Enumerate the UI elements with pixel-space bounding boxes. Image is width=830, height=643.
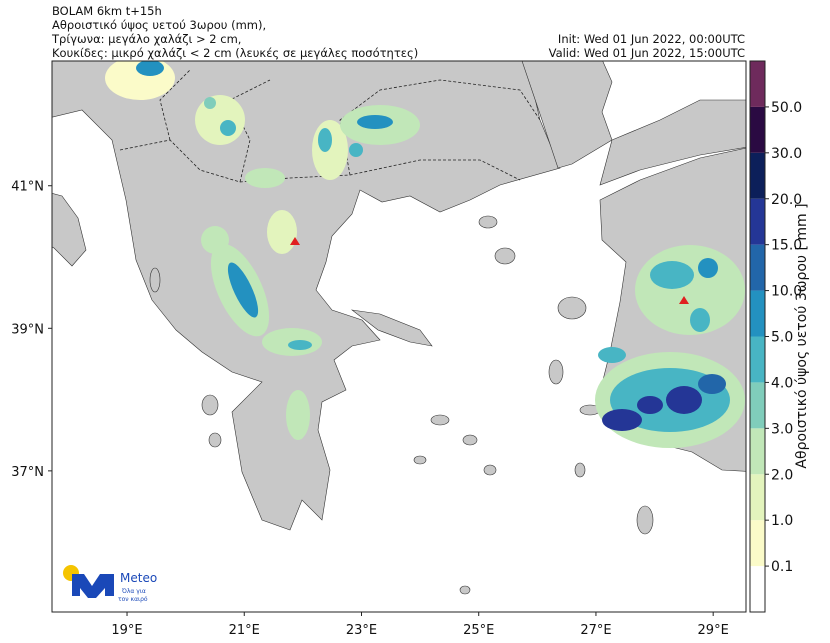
colorbar-segment bbox=[750, 152, 765, 199]
colorbar-segment bbox=[750, 520, 765, 567]
island bbox=[459, 585, 471, 595]
x-tick-label: 25°E bbox=[463, 623, 494, 638]
island bbox=[413, 455, 427, 465]
colorbar-tick-label: 10.0 bbox=[771, 284, 802, 300]
colorbar-tick-label: 2.0 bbox=[771, 467, 793, 483]
x-tick-label: 21°E bbox=[229, 623, 260, 638]
colorbar-tick-label: 1.0 bbox=[771, 513, 793, 529]
island bbox=[478, 215, 498, 229]
colorbar-segment bbox=[750, 428, 765, 475]
logo-mark bbox=[72, 574, 114, 598]
island bbox=[208, 432, 222, 448]
logo: Meteo Όλα για τον καιρό bbox=[63, 565, 157, 603]
island bbox=[201, 394, 219, 416]
island bbox=[430, 414, 450, 426]
y-tick-label: 37°N bbox=[11, 465, 44, 480]
colorbar-tick-label: 4.0 bbox=[771, 375, 793, 391]
header-line: Αθροιστικό ύψος υετού 3ωρου (mm), bbox=[52, 18, 266, 32]
x-tick-label: 23°E bbox=[346, 623, 377, 638]
hail-triangle bbox=[290, 237, 300, 245]
colorbar-tick-label: 0.1 bbox=[771, 559, 793, 575]
logo-name: Meteo bbox=[120, 571, 157, 585]
border bbox=[119, 69, 541, 183]
colorbar-tick-label: 15.0 bbox=[771, 238, 802, 254]
x-tick-label: 27°E bbox=[580, 623, 611, 638]
euboea bbox=[350, 309, 433, 347]
colorbar-segment bbox=[750, 566, 765, 612]
island bbox=[574, 462, 586, 478]
hail-triangle bbox=[679, 296, 689, 304]
colorbar-segment bbox=[750, 336, 765, 383]
header-line: Τρίγωνα: μεγάλο χαλάζι > 2 cm, bbox=[51, 32, 241, 46]
italy bbox=[52, 192, 87, 267]
colorbar-segment bbox=[750, 198, 765, 245]
colorbar-label: Αθροιστικό ύψος υετού 3ωρου [ mm ] bbox=[794, 203, 810, 468]
logo-tagline: Όλα για bbox=[121, 588, 146, 595]
colorbar-segment bbox=[750, 106, 765, 153]
colorbar-segment bbox=[750, 382, 765, 429]
balkans-greece bbox=[52, 61, 561, 531]
logo-tagline: τον καιρό bbox=[118, 596, 148, 603]
colorbar-segment bbox=[750, 290, 765, 337]
island bbox=[494, 247, 516, 265]
colorbar-tick-label: 30.0 bbox=[771, 146, 802, 162]
map-frame bbox=[51, 60, 747, 613]
valid-time: Valid: Wed 01 Jun 2022, 15:00UTC bbox=[549, 46, 745, 60]
x-tick-label: 19°E bbox=[111, 623, 142, 638]
init-time: Init: Wed 01 Jun 2022, 00:00UTC bbox=[558, 32, 745, 46]
island bbox=[462, 434, 478, 446]
island bbox=[483, 464, 497, 476]
island bbox=[548, 359, 564, 385]
colorbar-segment bbox=[750, 474, 765, 521]
island bbox=[149, 267, 161, 293]
colorbar-tick-label: 3.0 bbox=[771, 421, 793, 437]
x-tick-label: 29°E bbox=[698, 623, 729, 638]
colorbar-tick-label: 5.0 bbox=[771, 330, 793, 346]
anatolia-north bbox=[599, 99, 746, 186]
colorbar-segment bbox=[750, 61, 765, 107]
island bbox=[636, 505, 654, 535]
colorbar-tick-label: 50.0 bbox=[771, 100, 802, 116]
header-line: BOLAM 6km t+15h bbox=[52, 4, 162, 18]
y-tick-label: 39°N bbox=[11, 322, 44, 337]
island bbox=[557, 296, 587, 320]
precipitation bbox=[105, 61, 745, 448]
colorbar-segment bbox=[750, 244, 765, 291]
map bbox=[52, 61, 746, 612]
y-tick-label: 41°N bbox=[11, 180, 44, 195]
colorbar-tick-label: 20.0 bbox=[771, 192, 802, 208]
header-line: Κουκίδες: μικρό χαλάζι < 2 cm (λευκές σε… bbox=[52, 46, 418, 60]
